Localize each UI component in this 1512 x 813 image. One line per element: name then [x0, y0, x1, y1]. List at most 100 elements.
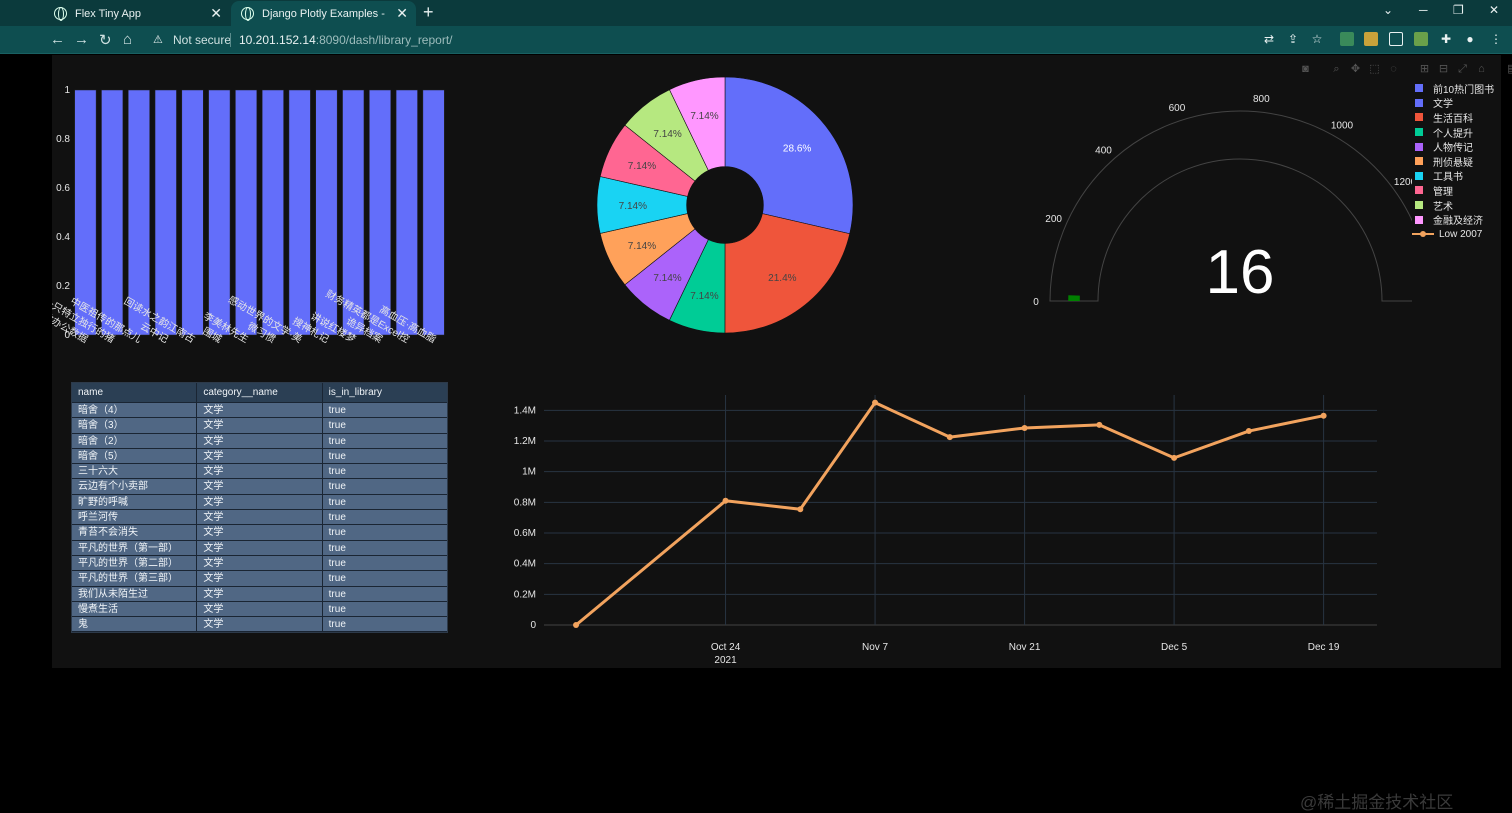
legend-item[interactable]: 艺术	[1412, 198, 1502, 213]
table-row: 云边有个小卖部 文学 true	[72, 479, 447, 495]
legend-item[interactable]: 金融及经济	[1412, 212, 1502, 227]
extension-icon[interactable]	[1340, 32, 1354, 46]
tab-flex-tiny-app[interactable]: Flex Tiny App ✕	[44, 1, 230, 26]
bar	[288, 89, 311, 336]
new-tab-icon[interactable]: +	[423, 2, 434, 22]
data-point	[573, 622, 580, 628]
tab-bar: Flex Tiny App ✕ Django Plotly Examples -…	[0, 0, 1512, 26]
slice-label: 7.14%	[690, 111, 718, 122]
lasso-icon[interactable]: ◌	[1390, 63, 1397, 75]
dashboard: ◙ ⌕ ✥ ⬚ ◌ ⊞ ⊟ ⤢ ⌂ ▤ 00.20.40.60.81Excel高…	[52, 55, 1512, 668]
plotly-logo-icon[interactable]: ▤	[1504, 61, 1512, 77]
table-cell: 暗舍（3）	[72, 418, 198, 433]
reset-axes-icon[interactable]: ⌂	[1478, 63, 1485, 75]
pie-chart: 28.6% 21.4% 7.14% 7.14% 7.14% 7.14% 7.14% 7.14%…	[596, 76, 854, 334]
close-icon[interactable]: ✕	[210, 5, 222, 21]
column-header[interactable]: is_in_library	[328, 387, 383, 398]
legend-label: 管理	[1433, 186, 1453, 198]
table-cell: true	[328, 435, 346, 447]
table-row: 我们从未陌生过 文学 true	[72, 586, 447, 602]
pie-slice	[724, 76, 854, 235]
legend-label: 生活百科	[1433, 113, 1473, 125]
bar-chart: 00.20.40.60.81Excel高效办公数据一只特立独行的猪中医祖传的那点…	[52, 85, 445, 346]
legend: 前10热门图书 文学生活百科 个人提升 人物传记 刑侦悬疑 工具书管理 艺术 金融及经济 Low…	[1412, 81, 1502, 242]
table-row: 呼兰河传 文学 true	[72, 510, 447, 526]
data-table: name category__name is_in_library 暗舍（4） 文学 tr…	[71, 382, 448, 633]
bar	[369, 89, 392, 336]
minimize-icon[interactable]: ─	[1419, 3, 1428, 17]
extension-icon[interactable]	[1364, 32, 1378, 46]
legend-swatch	[1415, 186, 1423, 195]
slice-label: 7.14%	[619, 201, 647, 212]
chevron-down-icon[interactable]: ⌄	[1383, 3, 1394, 17]
bar	[422, 89, 445, 336]
legend-item[interactable]: 个人提升	[1412, 125, 1502, 140]
close-icon[interactable]: ✕	[396, 5, 408, 21]
autoscale-icon[interactable]: ⤢	[1458, 63, 1467, 75]
menu-icon[interactable]: ⋮	[1490, 32, 1502, 46]
restore-icon[interactable]: ❐	[1453, 3, 1464, 17]
legend-item[interactable]: 工具书	[1412, 169, 1502, 183]
table-cell: 文学	[197, 555, 323, 571]
url-field[interactable]: 10.201.152.14:8090/dash/library_report/	[239, 33, 453, 47]
box-select-icon[interactable]: ⬚	[1369, 63, 1380, 75]
security-label[interactable]: Not secure	[173, 33, 232, 47]
gauge-tick-label: 0	[1033, 297, 1039, 308]
table-row: 暗舍（2） 文学 true	[72, 433, 447, 449]
home-icon[interactable]: ⌂	[123, 31, 133, 48]
legend-swatch	[1415, 84, 1423, 93]
table-row: 暗舍（5） 文学 true	[72, 448, 447, 465]
camera-icon[interactable]: ◙	[1302, 63, 1309, 75]
star-icon[interactable]: ☆	[1311, 32, 1323, 46]
zoom-icon[interactable]: ⌕	[1333, 63, 1340, 75]
y-tick-label: 0.8M	[514, 497, 536, 508]
bar	[342, 89, 365, 336]
pan-icon[interactable]: ✥	[1350, 63, 1361, 75]
data-point	[1096, 421, 1103, 428]
zoom-in-icon[interactable]: ⊞	[1419, 63, 1430, 75]
zoom-out-icon[interactable]: ⊟	[1438, 63, 1449, 75]
y-tick-label: 1.4M	[514, 405, 536, 416]
legend-item[interactable]: 生活百科	[1412, 110, 1502, 125]
pie-slice	[669, 76, 726, 171]
table-cell: true	[328, 527, 346, 539]
y-tick-label: 1M	[522, 467, 536, 478]
table-cell: 文学	[197, 601, 323, 617]
reload-icon[interactable]: ↻	[99, 32, 112, 49]
forward-icon[interactable]: →	[74, 31, 89, 48]
legend-item[interactable]: 文学	[1412, 96, 1502, 110]
y-tick-label: 1.2M	[514, 436, 536, 447]
globe-icon	[54, 7, 67, 21]
table-cell: 平凡的世界（第二部）	[72, 555, 198, 571]
window-close-icon[interactable]: ✕	[1489, 3, 1500, 17]
slice-label: 7.14%	[653, 129, 681, 140]
slice-label: 28.6%	[783, 144, 811, 155]
share-icon[interactable]: ⇪	[1287, 32, 1299, 46]
legend-item[interactable]: Low 2007	[1412, 227, 1502, 242]
profile-icon[interactable]: ●	[1466, 32, 1474, 46]
x-tick-label: Dec 5	[1161, 642, 1188, 653]
legend-item[interactable]: 管理	[1412, 183, 1502, 198]
tab-django-plotly[interactable]: Django Plotly Examples - ✕	[231, 1, 416, 26]
bar	[315, 89, 338, 336]
extension-icon[interactable]	[1414, 32, 1428, 46]
legend-item[interactable]: 人物传记	[1412, 139, 1502, 154]
back-icon[interactable]: ←	[50, 31, 65, 48]
legend-item[interactable]: 刑侦悬疑	[1412, 154, 1502, 169]
legend-item[interactable]: 前10热门图书	[1412, 81, 1502, 96]
line-chart: 0 0.2M 0.4M 0.6M 0.8M 1M 1.2M 1.4M Oct 24 Nov 7 No…	[514, 395, 1377, 666]
y-tick-label: 0	[64, 330, 70, 341]
puzzle-icon[interactable]: ✚	[1440, 32, 1452, 46]
column-header[interactable]: name	[72, 383, 198, 402]
translate-icon[interactable]: ⇄	[1263, 32, 1275, 46]
legend-swatch	[1415, 201, 1423, 210]
watermark: @稀土掘金技术社区	[1300, 793, 1454, 812]
table-cell: 慢煮生活	[72, 601, 198, 617]
column-header[interactable]: category__name	[197, 383, 323, 402]
warning-icon[interactable]: ⚠	[153, 34, 163, 46]
url-host: 10.201.152.14	[239, 33, 316, 47]
pie-slice	[724, 213, 851, 334]
data-point	[1245, 428, 1252, 435]
data-point	[797, 506, 804, 513]
extension-icon[interactable]	[1389, 32, 1403, 46]
